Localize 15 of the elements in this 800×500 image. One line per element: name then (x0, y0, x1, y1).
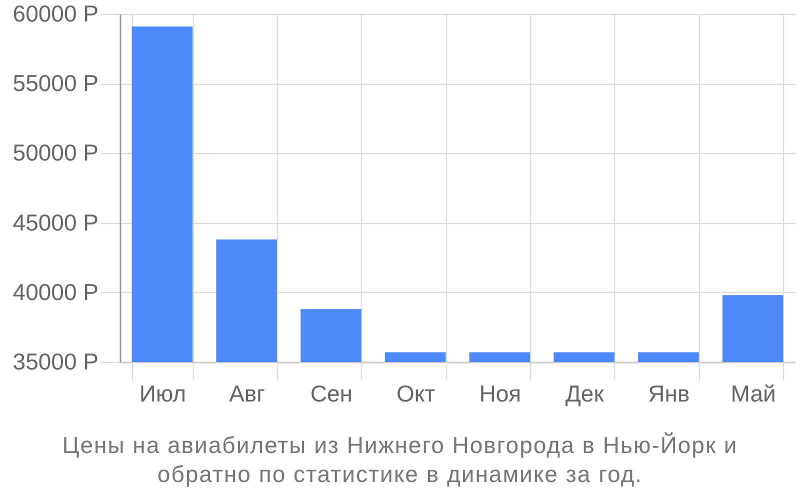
y-tick-label: 40000 Р (12, 278, 98, 305)
x-tick-label: Авг (229, 380, 266, 406)
x-tick-label: Дек (565, 380, 605, 406)
y-tick-label: 55000 Р (12, 70, 98, 96)
y-tick-label: 45000 Р (12, 209, 98, 236)
text: Цены на авиабилеты из Нижнего Новгорода в Нью-Йорк и обратно по статистике в динамике за год. (61, 431, 739, 489)
x-tick-label: Ноя (479, 380, 522, 406)
x-tick-label: Май (730, 380, 776, 406)
x-tick-label: Янв (648, 380, 690, 406)
x-tick-label: Окт (396, 380, 436, 406)
y-tick-label: 60000 Р (12, 0, 98, 26)
x-tick-label: Сен (310, 380, 352, 406)
y-tick-label: 50000 Р (12, 140, 98, 166)
y-tick-label: 35000 Р (12, 348, 98, 374)
x-tick-label: Июл (139, 380, 186, 406)
